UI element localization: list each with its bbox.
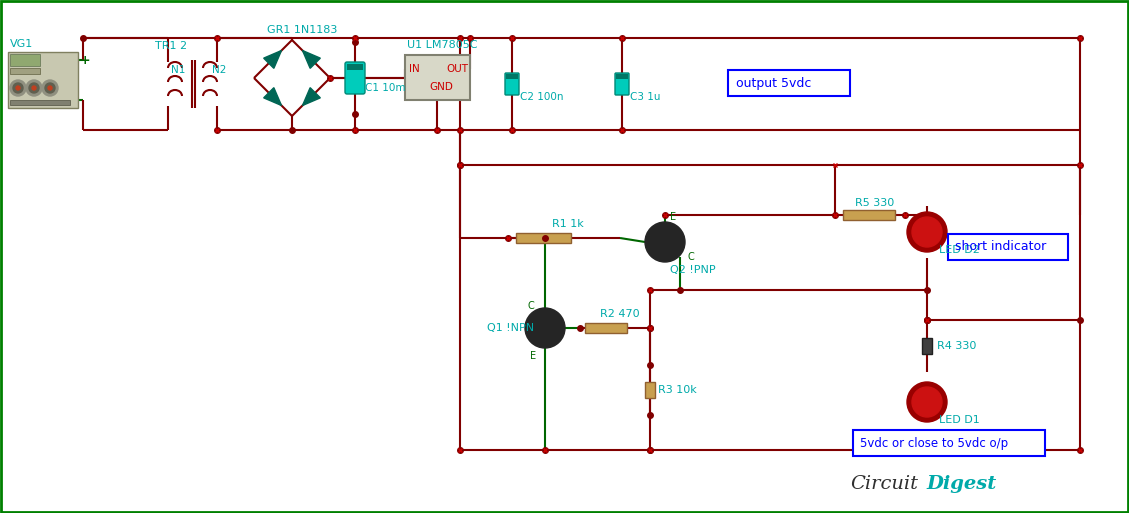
Text: 5vdc or close to 5vdc o/p: 5vdc or close to 5vdc o/p (860, 437, 1008, 449)
Bar (616, 74, 628, 79)
FancyBboxPatch shape (728, 70, 850, 96)
Text: Circuit: Circuit (850, 475, 918, 493)
Text: output 5vdc: output 5vdc (736, 76, 812, 89)
Circle shape (10, 80, 26, 96)
Bar (8, 52, 78, 108)
Text: +: + (80, 53, 90, 67)
Text: N1: N1 (170, 65, 185, 75)
Text: IN: IN (409, 64, 420, 74)
Bar (645, 382, 655, 398)
Circle shape (49, 86, 52, 90)
Text: C: C (527, 301, 534, 311)
Text: Q1 !NPN: Q1 !NPN (487, 323, 534, 333)
Circle shape (32, 86, 36, 90)
Text: C1 10m: C1 10m (365, 83, 405, 93)
Text: U1 LM7805C: U1 LM7805C (406, 40, 478, 50)
Circle shape (16, 86, 20, 90)
Circle shape (525, 308, 564, 348)
Text: C2 100n: C2 100n (520, 92, 563, 102)
Circle shape (912, 217, 942, 247)
Text: R5 330: R5 330 (855, 198, 894, 208)
Bar (843, 210, 895, 220)
Circle shape (45, 83, 55, 93)
Text: R3 10k: R3 10k (658, 385, 697, 395)
Bar (922, 338, 933, 354)
Text: GND: GND (429, 82, 453, 92)
Text: R4 330: R4 330 (937, 341, 977, 351)
Circle shape (29, 83, 40, 93)
Bar (10, 100, 70, 105)
Text: VG1: VG1 (10, 39, 33, 49)
Circle shape (907, 382, 947, 422)
FancyBboxPatch shape (345, 62, 365, 94)
Circle shape (14, 83, 23, 93)
Text: N2: N2 (212, 65, 227, 75)
FancyBboxPatch shape (948, 234, 1068, 260)
Polygon shape (303, 88, 321, 106)
Text: GR1 1N1183: GR1 1N1183 (266, 25, 338, 35)
Circle shape (907, 212, 947, 252)
Polygon shape (264, 88, 281, 106)
Text: LED D2: LED D2 (939, 245, 980, 255)
Circle shape (26, 80, 42, 96)
Text: Digest: Digest (926, 475, 996, 493)
Circle shape (645, 222, 685, 262)
Text: LED D1: LED D1 (939, 415, 980, 425)
Text: C: C (688, 252, 693, 262)
Bar (516, 233, 571, 243)
Text: TR1 2: TR1 2 (155, 41, 187, 51)
Bar (405, 55, 470, 100)
Text: OUT: OUT (446, 64, 469, 74)
Bar (347, 64, 364, 70)
Text: C3 1u: C3 1u (630, 92, 660, 102)
Text: E: E (530, 351, 536, 361)
Bar (506, 74, 518, 79)
Circle shape (912, 387, 942, 417)
Text: Q2 !PNP: Q2 !PNP (669, 265, 716, 275)
Bar (10, 68, 40, 74)
Text: short indicator: short indicator (955, 241, 1047, 253)
Text: E: E (669, 212, 676, 222)
Polygon shape (264, 50, 281, 68)
Text: R2 470: R2 470 (599, 309, 640, 319)
Bar (585, 323, 627, 333)
Text: R1 1k: R1 1k (552, 219, 584, 229)
FancyBboxPatch shape (854, 430, 1045, 456)
Bar (10, 54, 40, 66)
Polygon shape (303, 50, 321, 68)
FancyBboxPatch shape (505, 73, 519, 95)
Circle shape (42, 80, 58, 96)
FancyBboxPatch shape (615, 73, 629, 95)
